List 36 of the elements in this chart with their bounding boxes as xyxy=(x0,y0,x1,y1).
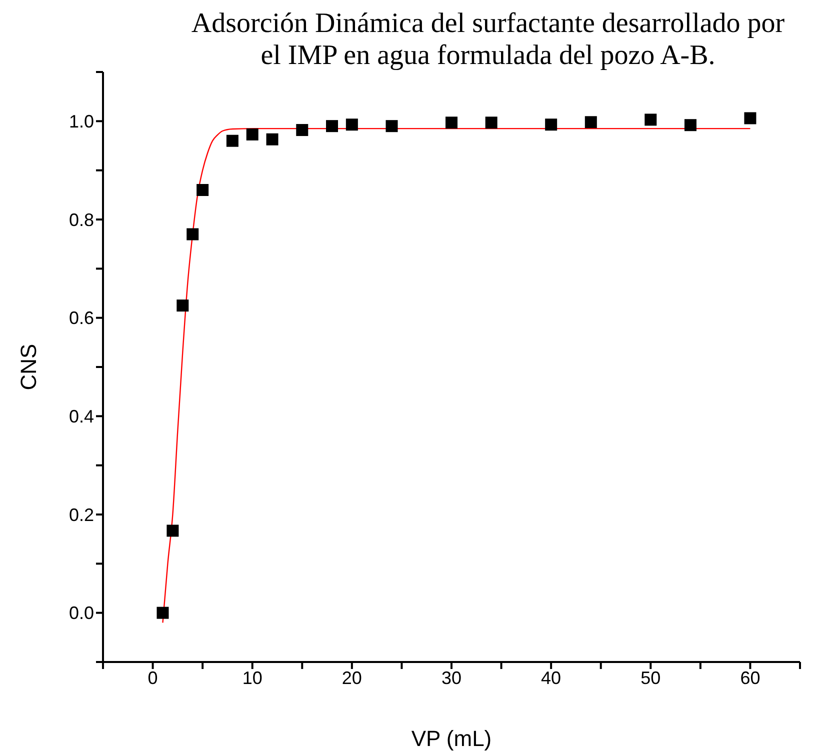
y-tick-label: 0.6 xyxy=(68,308,94,328)
y-tick-label: 0.2 xyxy=(68,504,94,525)
point xyxy=(644,114,657,126)
y-tick-label: 0.8 xyxy=(68,210,94,230)
y-tick-label: 0.4 xyxy=(68,406,94,427)
point xyxy=(744,112,756,124)
point xyxy=(166,524,179,537)
point xyxy=(156,606,169,619)
point xyxy=(326,120,338,132)
y-tick-label: 1.0 xyxy=(68,112,94,132)
point xyxy=(386,120,398,132)
point xyxy=(545,118,558,131)
y-tick-label: 0.0 xyxy=(68,603,94,624)
point xyxy=(584,116,597,128)
y-axis-title: CNS xyxy=(16,344,41,390)
point xyxy=(684,119,696,132)
x-axis-title: VP (mL) xyxy=(411,726,492,751)
point xyxy=(485,116,498,129)
point xyxy=(346,118,358,131)
x-tick-label: 20 xyxy=(342,668,362,688)
point xyxy=(266,133,278,146)
point xyxy=(246,128,258,140)
x-tick-label: 30 xyxy=(441,668,462,688)
x-tick-label: 0 xyxy=(148,668,158,688)
point xyxy=(196,184,209,196)
point xyxy=(226,134,238,147)
x-tick-label: 50 xyxy=(640,668,661,688)
point xyxy=(176,300,189,312)
line-series xyxy=(162,128,751,624)
point xyxy=(186,228,199,240)
point xyxy=(296,124,308,136)
x-tick-label: 40 xyxy=(541,668,562,688)
x-tick-label: 10 xyxy=(242,668,262,688)
x-tick-label: 60 xyxy=(740,668,760,688)
point xyxy=(446,116,458,129)
chart-title: Adsorción Dinámica del surfactante desarrollado por el IMP en agua formulada del pozo A-B. xyxy=(190,8,786,72)
